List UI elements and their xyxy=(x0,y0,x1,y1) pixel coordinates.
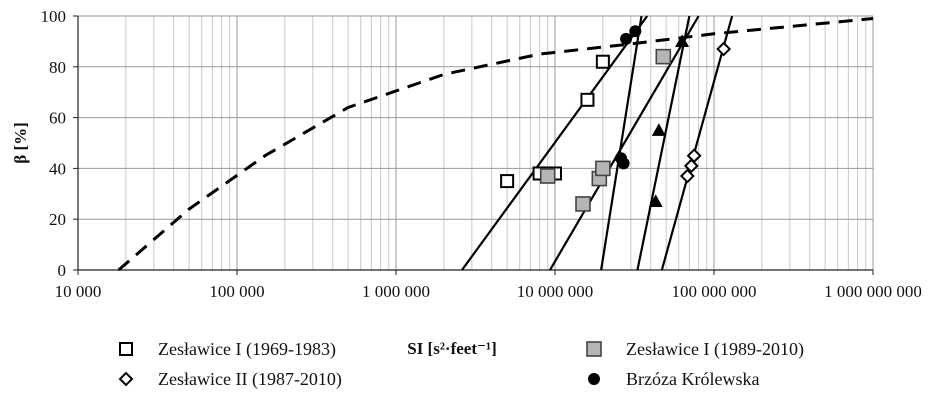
x-tick-label: 10 000 xyxy=(55,282,102,301)
data-point xyxy=(629,25,642,38)
fit-line xyxy=(636,15,691,271)
data-point xyxy=(683,158,699,174)
x-axis-label: SI [s²·feet⁻¹] xyxy=(407,339,497,358)
data-point xyxy=(651,123,666,136)
data-point xyxy=(686,148,702,164)
x-tick-label: 100 000 xyxy=(209,282,264,301)
axes xyxy=(73,15,874,275)
data-point xyxy=(575,196,591,212)
x-tick-label: 10 000 000 xyxy=(517,282,594,301)
data-point xyxy=(620,32,633,45)
data-point xyxy=(617,157,630,170)
legend-marker xyxy=(118,371,134,387)
y-tick-label: 80 xyxy=(49,58,66,77)
data-point xyxy=(675,34,690,47)
data-point xyxy=(679,168,695,184)
data-point xyxy=(655,48,672,65)
x-tick-label: 1 000 000 000 xyxy=(824,282,922,301)
tick-labels: 10 000 100 000 1 000 000 10 000 000 100 000 … xyxy=(41,7,922,301)
fit-line xyxy=(600,15,643,271)
data-point xyxy=(716,41,732,57)
y-tick-label: 20 xyxy=(49,210,66,229)
data-point xyxy=(539,168,556,184)
y-tick-label: 60 xyxy=(49,109,66,128)
dashed-curve-group xyxy=(117,17,874,272)
fit-line xyxy=(461,15,649,271)
legend-marker xyxy=(586,341,602,357)
data-points xyxy=(500,25,732,212)
legend-marker xyxy=(588,373,600,385)
fit-line xyxy=(660,15,734,271)
dashed-curve xyxy=(117,17,874,272)
y-axis-label: β [%] xyxy=(11,122,30,164)
legend-label: Brzóza Królewska xyxy=(626,369,759,389)
data-point xyxy=(595,160,611,177)
legend-label: Zesławice I (1989-2010) xyxy=(626,339,804,360)
y-tick-label: 40 xyxy=(49,159,66,178)
x-tick-label: 100 000 000 xyxy=(672,282,757,301)
legend: Zesławice I (1969-1983) Zesławice I (1989… xyxy=(118,339,804,390)
legend-label: Zesławice II (1987-2010) xyxy=(158,369,342,390)
data-point xyxy=(500,174,515,189)
legend-marker xyxy=(119,342,133,356)
y-tick-label: 100 xyxy=(41,7,67,26)
data-point xyxy=(595,54,610,69)
fit-line xyxy=(549,15,700,271)
y-tick-label: 0 xyxy=(58,261,67,280)
x-tick-label: 1 000 000 xyxy=(362,282,430,301)
legend-label: Zesławice I (1969-1983) xyxy=(158,339,336,360)
fit-lines xyxy=(461,15,734,271)
grid xyxy=(77,15,874,271)
data-point xyxy=(580,92,595,107)
data-point xyxy=(648,194,663,208)
